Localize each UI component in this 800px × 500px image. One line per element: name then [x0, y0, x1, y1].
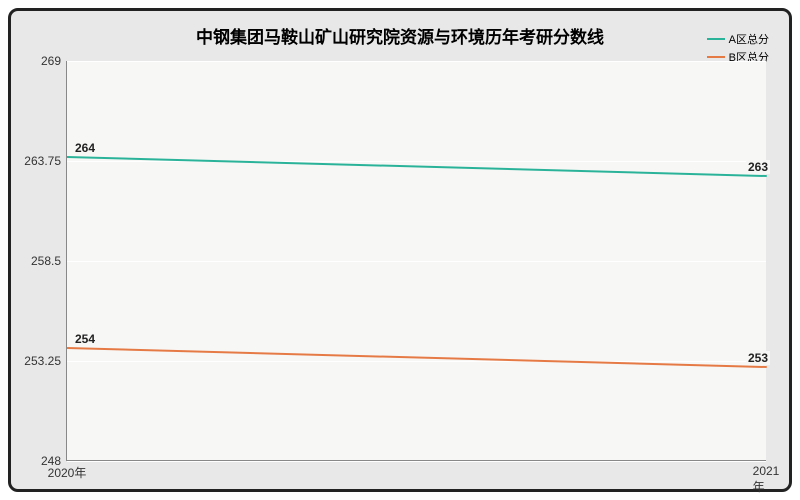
- legend-item-a: A区总分: [707, 31, 769, 47]
- chart-container: 中钢集团马鞍山矿山研究院资源与环境历年考研分数线 A区总分 B区总分 248 2…: [8, 8, 792, 492]
- point-label: 263: [746, 160, 770, 174]
- point-label: 264: [73, 141, 97, 155]
- point-label: 254: [73, 332, 97, 346]
- gridline: [67, 161, 766, 162]
- series-line-a: [67, 156, 767, 177]
- xtick-label: 2020年: [48, 460, 87, 481]
- chart-title: 中钢集团马鞍山矿山研究院资源与环境历年考研分数线: [11, 23, 789, 48]
- legend-swatch-b: [707, 56, 725, 58]
- plot-area: 248 253.25 258.5 263.75 269 2020年 2021年 …: [66, 61, 766, 461]
- legend-swatch-a: [707, 38, 725, 40]
- gridline: [67, 61, 766, 62]
- gridline: [67, 461, 766, 462]
- series-line-b: [67, 347, 767, 368]
- gridline: [67, 361, 766, 362]
- legend-label-a: A区总分: [729, 31, 769, 47]
- gridline: [67, 261, 766, 262]
- ytick-label: 269: [41, 54, 67, 68]
- ytick-label: 253.25: [24, 354, 67, 368]
- ytick-label: 258.5: [31, 254, 67, 268]
- xtick-label: 2021年: [753, 460, 780, 495]
- point-label: 253: [746, 351, 770, 365]
- ytick-label: 263.75: [24, 154, 67, 168]
